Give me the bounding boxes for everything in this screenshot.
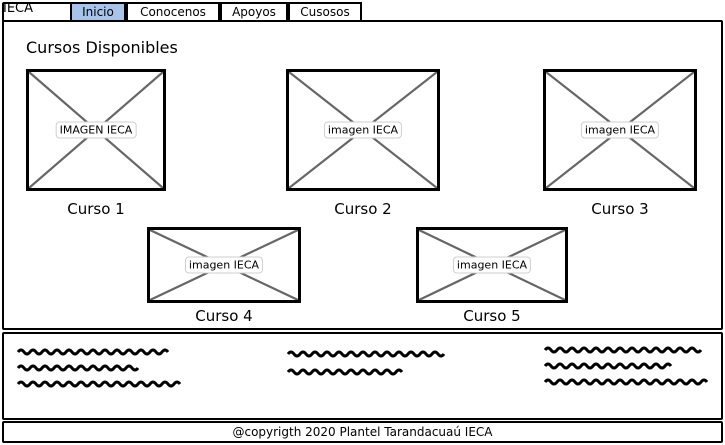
placeholder-text-block-2 [286, 346, 466, 380]
course-3-caption[interactable]: Curso 3 [543, 200, 697, 218]
course-2-caption[interactable]: Curso 2 [286, 200, 440, 218]
course-3-image-label: imagen IECA [581, 122, 659, 139]
page-title: Cursos Disponibles [26, 38, 178, 57]
tab-cusosos[interactable]: Cusosos [288, 2, 362, 22]
placeholder-text-block-3 [543, 342, 718, 392]
tab-conocenos[interactable]: Conocenos [126, 2, 220, 22]
course-2-image-placeholder[interactable]: imagen IECA [286, 69, 440, 191]
course-2-image-label: imagen IECA [324, 122, 402, 139]
tab-inicio[interactable]: Inicio [70, 2, 126, 22]
course-5-caption[interactable]: Curso 5 [416, 307, 568, 325]
course-1-image-label: IMAGEN IECA [56, 122, 137, 139]
course-4-caption[interactable]: Curso 4 [147, 307, 301, 325]
course-5-image-label: imagen IECA [453, 257, 531, 274]
course-1-caption[interactable]: Curso 1 [26, 200, 166, 218]
brand-logo-text: IECA [3, 1, 33, 16]
course-4-image-placeholder[interactable]: imagen IECA [147, 227, 301, 303]
course-1-image-placeholder[interactable]: IMAGEN IECA [26, 69, 166, 191]
course-5-image-placeholder[interactable]: imagen IECA [416, 227, 568, 303]
tab-apoyos[interactable]: Apoyos [220, 2, 288, 22]
copyright-bar: @copyrigth 2020 Plantel Tarandacuaú IECA [2, 421, 723, 443]
course-4-image-label: imagen IECA [185, 257, 263, 274]
course-3-image-placeholder[interactable]: imagen IECA [543, 69, 697, 191]
placeholder-text-block-1 [16, 342, 196, 392]
